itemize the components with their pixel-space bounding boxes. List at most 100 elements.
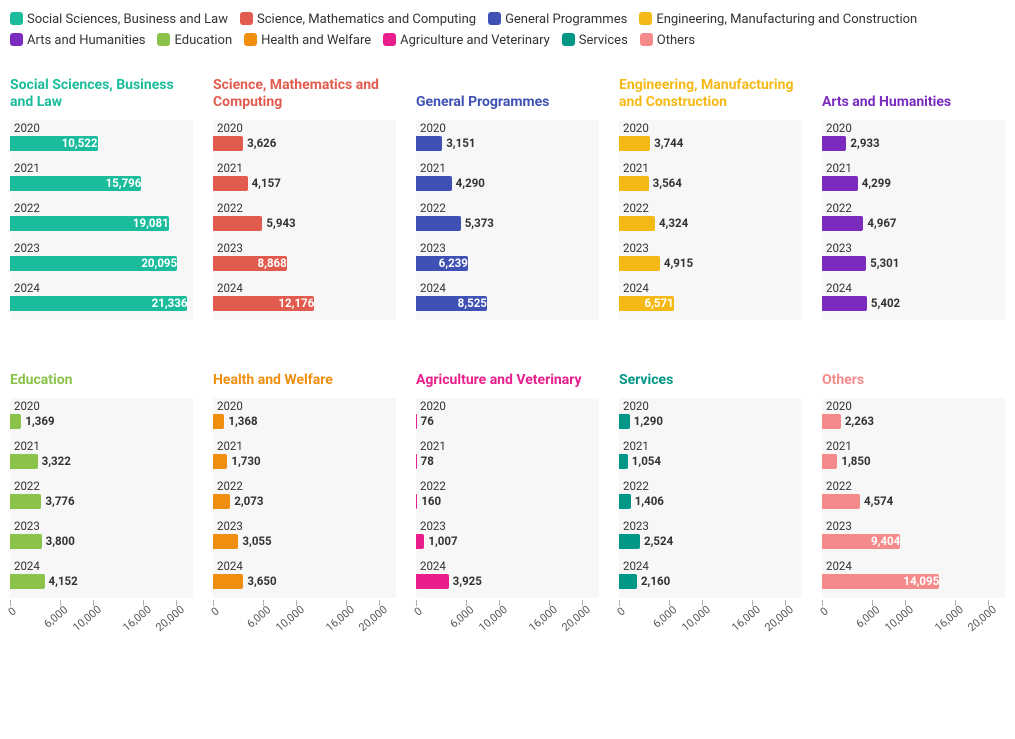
bar-row: 202178 xyxy=(416,438,599,474)
year-label: 2020 xyxy=(826,399,852,413)
chart-panel: Engineering, Manufacturing and Construct… xyxy=(619,72,802,320)
plot-area: 20201,29020211,05420221,40620232,5242024… xyxy=(619,398,802,598)
bar xyxy=(619,414,630,429)
value-label: 2,933 xyxy=(850,136,879,151)
value-label: 5,301 xyxy=(870,256,899,271)
legend-item: Health and Welfare xyxy=(244,31,371,52)
value-label: 3,626 xyxy=(247,136,276,151)
axis-tick-label: 20,000 xyxy=(357,602,391,633)
chart-panel: Agriculture and Veterinary20207620217820… xyxy=(416,350,599,656)
value-label: 3,650 xyxy=(247,574,276,589)
bar-row: 20213,322 xyxy=(10,438,193,474)
year-label: 2021 xyxy=(217,161,243,175)
x-axis: 06,00010,00016,00020,000 xyxy=(213,600,396,656)
bar-row: 20225,943 xyxy=(213,200,396,236)
year-label: 2022 xyxy=(14,479,40,493)
value-label: 1,290 xyxy=(634,414,663,429)
legend-swatch xyxy=(157,33,170,46)
bar xyxy=(619,256,660,271)
value-label: 1,368 xyxy=(228,414,257,429)
year-label: 2024 xyxy=(14,281,40,295)
plot-area: 20201,36920213,32220223,77620233,8002024… xyxy=(10,398,193,598)
axis-tick-label: 10,000 xyxy=(70,602,104,633)
bar-row: 20201,369 xyxy=(10,398,193,434)
value-label: 4,967 xyxy=(867,216,896,231)
bar-row: 20244,152 xyxy=(10,558,193,594)
year-label: 2021 xyxy=(420,161,446,175)
year-label: 2022 xyxy=(420,201,446,215)
legend-label: General Programmes xyxy=(505,12,627,27)
bar xyxy=(213,414,224,429)
panel-title: Science, Mathematics and Computing xyxy=(213,72,396,112)
year-label: 2023 xyxy=(14,519,40,533)
value-label: 12,176 xyxy=(213,296,314,311)
value-label: 1,850 xyxy=(841,454,870,469)
chart-grid: Social Sciences, Business and Law202010,… xyxy=(10,72,1005,656)
value-label: 3,322 xyxy=(42,454,71,469)
bar-row: 20224,967 xyxy=(822,200,1005,236)
value-label: 2,073 xyxy=(234,494,263,509)
year-label: 2024 xyxy=(14,559,40,573)
bar-row: 20248,525 xyxy=(416,280,599,316)
bar-row: 20214,157 xyxy=(213,160,396,196)
value-label: 5,373 xyxy=(465,216,494,231)
bar xyxy=(619,494,631,509)
value-label: 2,160 xyxy=(641,574,670,589)
legend-swatch xyxy=(639,12,652,25)
panel-title: Engineering, Manufacturing and Construct… xyxy=(619,72,802,112)
bar xyxy=(822,414,841,429)
panel-title: Health and Welfare xyxy=(213,350,396,390)
year-label: 2021 xyxy=(217,439,243,453)
value-label: 3,744 xyxy=(654,136,683,151)
bar xyxy=(416,176,452,191)
value-label: 4,915 xyxy=(664,256,693,271)
panel-title: General Programmes xyxy=(416,72,599,112)
axis-tick-label: 10,000 xyxy=(882,602,916,633)
bar-row: 20211,850 xyxy=(822,438,1005,474)
value-label: 1,369 xyxy=(25,414,54,429)
axis-tick-label: 6,000 xyxy=(650,603,679,630)
value-label: 9,404 xyxy=(822,534,900,549)
bar xyxy=(822,494,860,509)
bar-row: 20214,290 xyxy=(416,160,599,196)
bar-row: 202414,095 xyxy=(822,558,1005,594)
legend-label: Services xyxy=(579,33,628,48)
value-label: 5,943 xyxy=(266,216,295,231)
axis-tick-label: 0 xyxy=(6,604,19,618)
bar-row: 20243,650 xyxy=(213,558,396,594)
legend-label: Engineering, Manufacturing and Construct… xyxy=(656,12,917,27)
year-label: 2021 xyxy=(826,439,852,453)
bar xyxy=(619,216,655,231)
year-label: 2022 xyxy=(420,479,446,493)
bar xyxy=(619,136,650,151)
value-label: 21,336 xyxy=(10,296,187,311)
bar-row: 202320,095 xyxy=(10,240,193,276)
legend-label: Education xyxy=(174,33,232,48)
axis-tick-label: 16,000 xyxy=(932,602,966,633)
bar xyxy=(10,414,21,429)
bar-row: 20202,933 xyxy=(822,120,1005,156)
year-label: 2021 xyxy=(623,439,649,453)
x-axis: 06,00010,00016,00020,000 xyxy=(416,600,599,656)
panel-title: Others xyxy=(822,350,1005,390)
value-label: 15,796 xyxy=(10,176,141,191)
year-label: 2021 xyxy=(420,439,446,453)
bar-row: 20223,776 xyxy=(10,478,193,514)
bar-row: 20235,301 xyxy=(822,240,1005,276)
bar xyxy=(822,296,867,311)
legend-item: Education xyxy=(157,31,232,52)
bar-row: 202421,336 xyxy=(10,280,193,316)
legend-item: Engineering, Manufacturing and Construct… xyxy=(639,10,917,31)
panel-title: Services xyxy=(619,350,802,390)
bar xyxy=(213,216,262,231)
chart-panel: Arts and Humanities20202,93320214,299202… xyxy=(822,72,1005,320)
legend-label: Others xyxy=(657,33,695,48)
year-label: 2021 xyxy=(14,161,40,175)
bar xyxy=(416,136,442,151)
bar-row: 202219,081 xyxy=(10,200,193,236)
year-label: 2023 xyxy=(420,241,446,255)
plot-area: 20203,74420213,56420224,32420234,9152024… xyxy=(619,120,802,320)
bar-row: 202076 xyxy=(416,398,599,434)
legend-label: Agriculture and Veterinary xyxy=(400,33,550,48)
year-label: 2023 xyxy=(14,241,40,255)
